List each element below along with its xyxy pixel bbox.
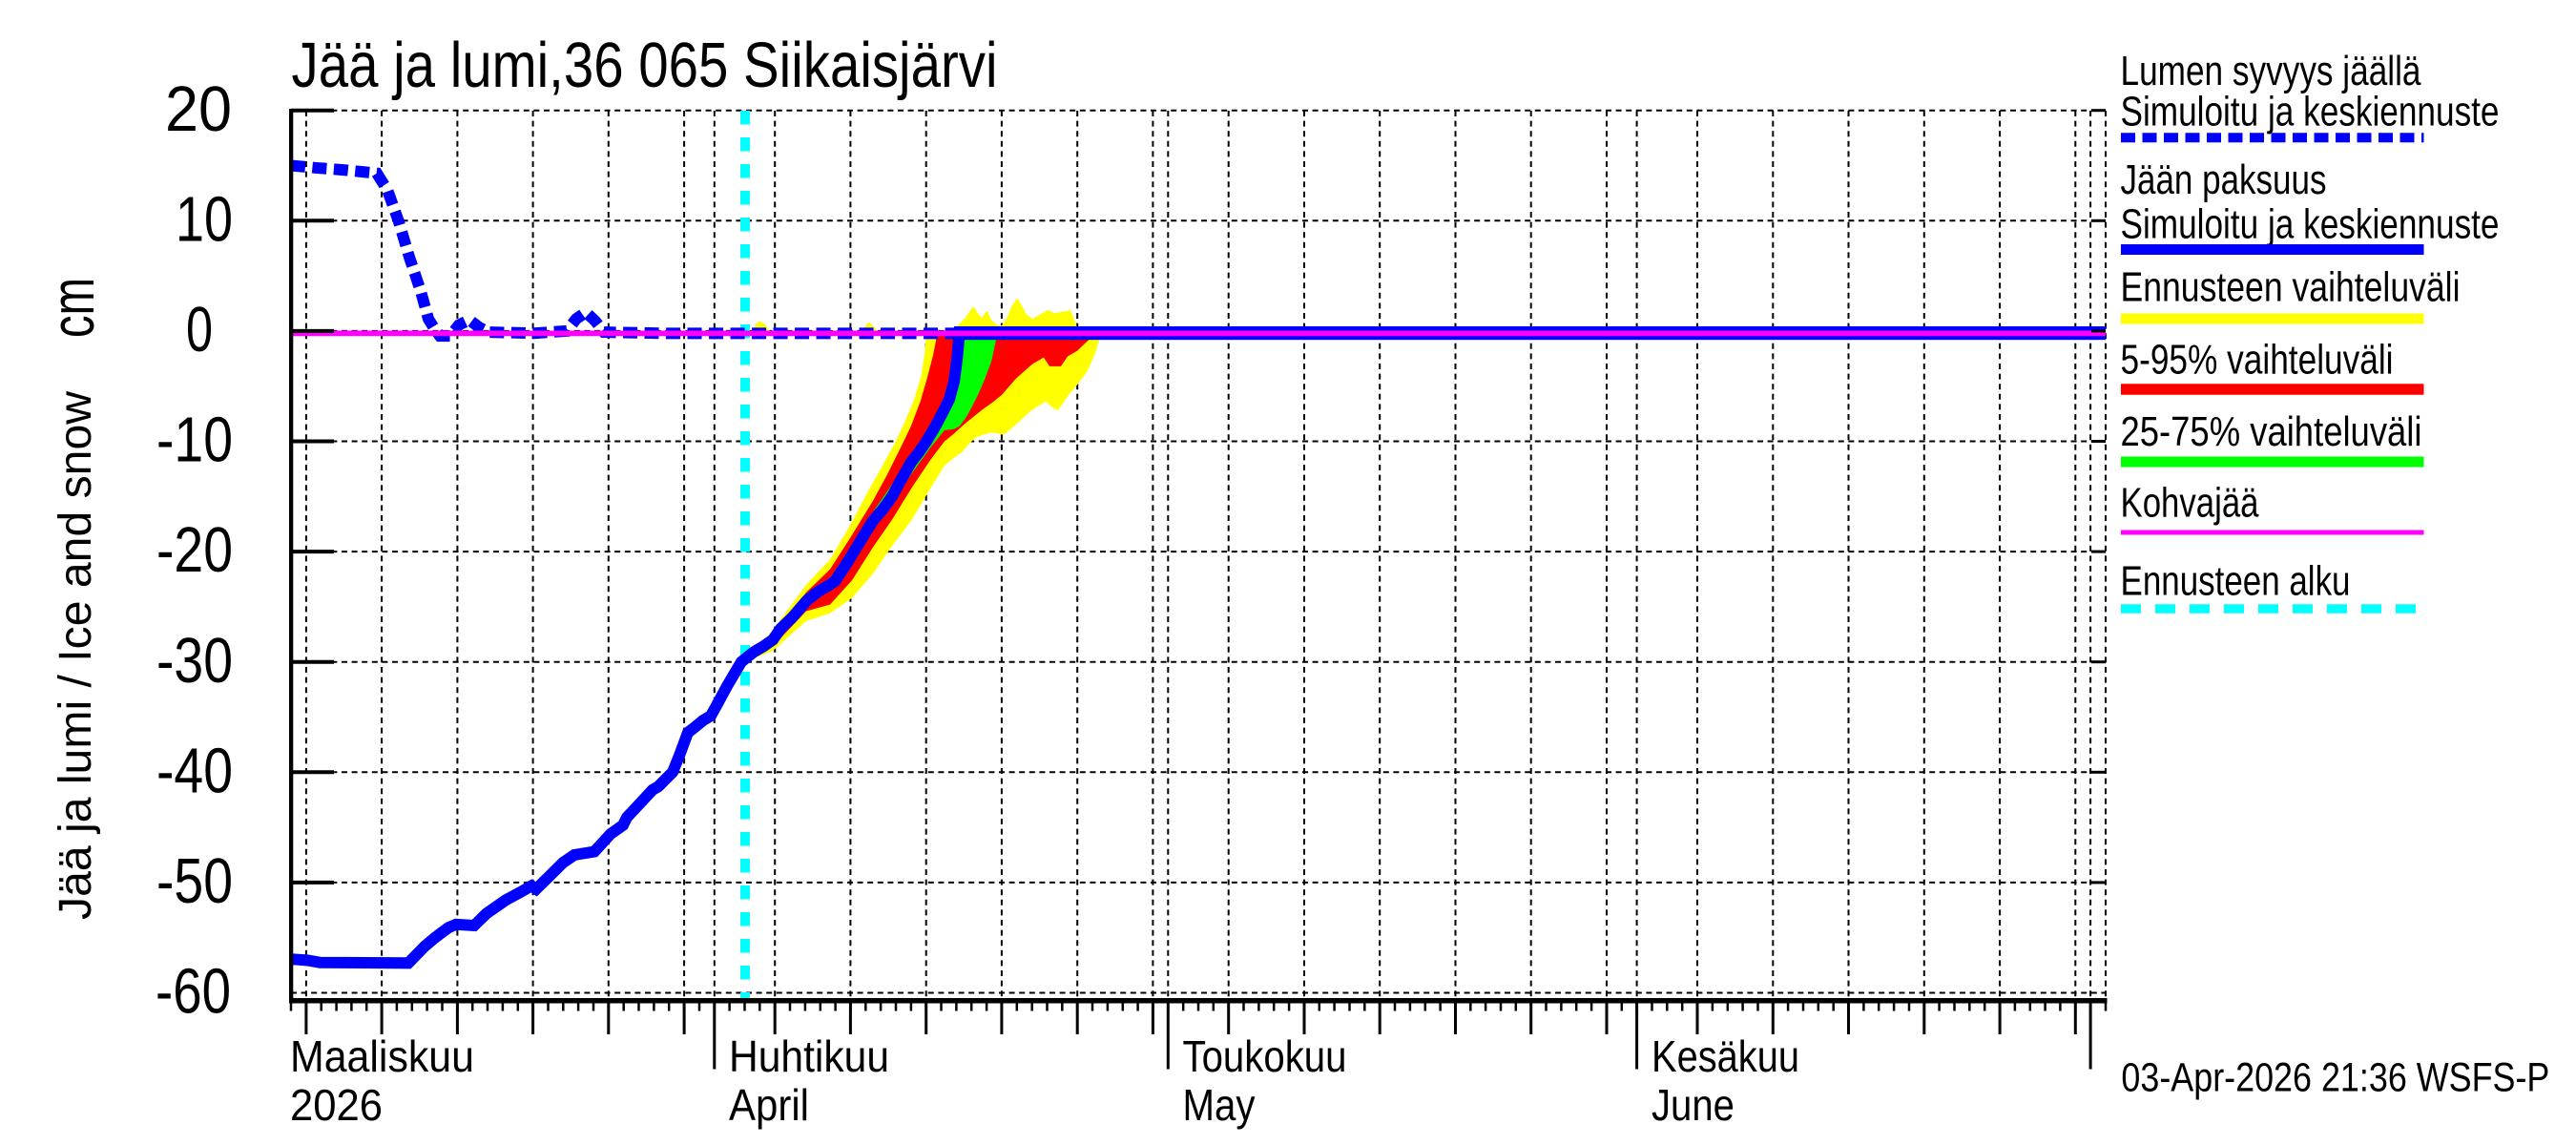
- svg-text:Toukokuu: Toukokuu: [1183, 1031, 1347, 1081]
- svg-text:Simuloitu ja keskiennuste: Simuloitu ja keskiennuste: [2121, 201, 2500, 248]
- svg-text:-30: -30: [156, 625, 233, 697]
- svg-text:Simuloitu ja keskiennuste: Simuloitu ja keskiennuste: [2121, 89, 2500, 135]
- svg-text:June: June: [1652, 1080, 1735, 1130]
- svg-text:April: April: [729, 1080, 809, 1130]
- svg-text:Ennusteen alku: Ennusteen alku: [2121, 558, 2351, 605]
- svg-text:0: 0: [186, 294, 213, 365]
- svg-text:Lumen syvyys jäällä: Lumen syvyys jäällä: [2121, 48, 2421, 94]
- svg-text:-20: -20: [156, 514, 233, 586]
- svg-text:Kohvajää: Kohvajää: [2121, 480, 2259, 527]
- svg-text:-10: -10: [156, 405, 233, 476]
- svg-text:Maaliskuu: Maaliskuu: [290, 1031, 474, 1081]
- svg-text:5-95% vaihteluväli: 5-95% vaihteluväli: [2121, 337, 2394, 384]
- svg-text:-40: -40: [156, 735, 233, 806]
- svg-text:Jään paksuus: Jään paksuus: [2121, 156, 2327, 203]
- svg-text:-50: -50: [156, 845, 233, 917]
- svg-text:Kesäkuu: Kesäkuu: [1652, 1031, 1799, 1081]
- svg-text:-60: -60: [156, 956, 231, 1028]
- svg-text:10: 10: [176, 183, 233, 255]
- svg-text:03-Apr-2026 21:36 WSFS-P: 03-Apr-2026 21:36 WSFS-P: [2121, 1054, 2549, 1100]
- svg-text:May: May: [1183, 1080, 1256, 1130]
- svg-text:Jää ja lumi / Ice and snow: Jää ja lumi / Ice and snow: [51, 391, 101, 920]
- svg-text:2026: 2026: [290, 1080, 383, 1130]
- svg-text:Huhtikuu: Huhtikuu: [729, 1031, 889, 1081]
- svg-text:Ennusteen vaihteluväli: Ennusteen vaihteluväli: [2121, 264, 2461, 311]
- svg-text:Jää ja lumi,36 065 Siikaisjärv: Jää ja lumi,36 065 Siikaisjärvi: [292, 30, 998, 101]
- svg-text:20: 20: [165, 73, 232, 145]
- svg-text:25-75% vaihteluväli: 25-75% vaihteluväli: [2121, 408, 2422, 455]
- svg-text:cm: cm: [38, 278, 107, 338]
